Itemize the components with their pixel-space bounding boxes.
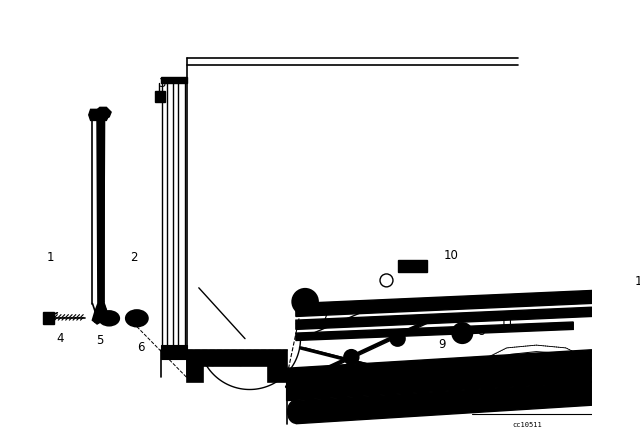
Text: 14: 14	[410, 406, 426, 419]
Text: 1: 1	[47, 251, 54, 264]
Circle shape	[412, 372, 420, 379]
Polygon shape	[161, 345, 187, 359]
Text: 12: 12	[635, 275, 640, 288]
Text: 6: 6	[137, 341, 144, 354]
Ellipse shape	[104, 314, 115, 323]
Circle shape	[292, 289, 318, 314]
Text: cc10511: cc10511	[512, 422, 542, 428]
Circle shape	[394, 335, 401, 342]
Circle shape	[344, 350, 359, 365]
Text: 4: 4	[56, 332, 64, 345]
Text: 2: 2	[131, 251, 138, 264]
Text: 10: 10	[444, 249, 459, 262]
Polygon shape	[187, 350, 287, 382]
Polygon shape	[607, 280, 627, 292]
Polygon shape	[156, 91, 164, 102]
Polygon shape	[296, 382, 592, 424]
Text: 9: 9	[418, 366, 426, 379]
Ellipse shape	[287, 400, 304, 423]
Polygon shape	[296, 290, 611, 316]
Text: 9: 9	[438, 338, 445, 351]
Ellipse shape	[131, 314, 143, 323]
Circle shape	[390, 331, 405, 346]
Circle shape	[298, 294, 312, 309]
Polygon shape	[296, 322, 573, 340]
Polygon shape	[161, 77, 187, 83]
Text: 3: 3	[158, 77, 166, 90]
Polygon shape	[157, 93, 163, 100]
Polygon shape	[287, 350, 592, 401]
Text: 13: 13	[353, 404, 368, 417]
Polygon shape	[89, 109, 109, 121]
Circle shape	[348, 353, 355, 361]
Text: 8: 8	[477, 325, 484, 338]
Polygon shape	[296, 307, 592, 329]
Circle shape	[409, 368, 424, 383]
Ellipse shape	[125, 310, 148, 327]
Polygon shape	[601, 276, 630, 294]
Text: 5: 5	[96, 334, 104, 347]
Polygon shape	[92, 108, 111, 324]
Text: 11: 11	[499, 317, 514, 330]
Polygon shape	[399, 262, 426, 270]
Polygon shape	[397, 260, 427, 272]
Polygon shape	[44, 312, 54, 324]
Circle shape	[457, 327, 468, 339]
Ellipse shape	[99, 311, 119, 326]
Circle shape	[452, 323, 472, 343]
Text: 7: 7	[322, 310, 329, 323]
